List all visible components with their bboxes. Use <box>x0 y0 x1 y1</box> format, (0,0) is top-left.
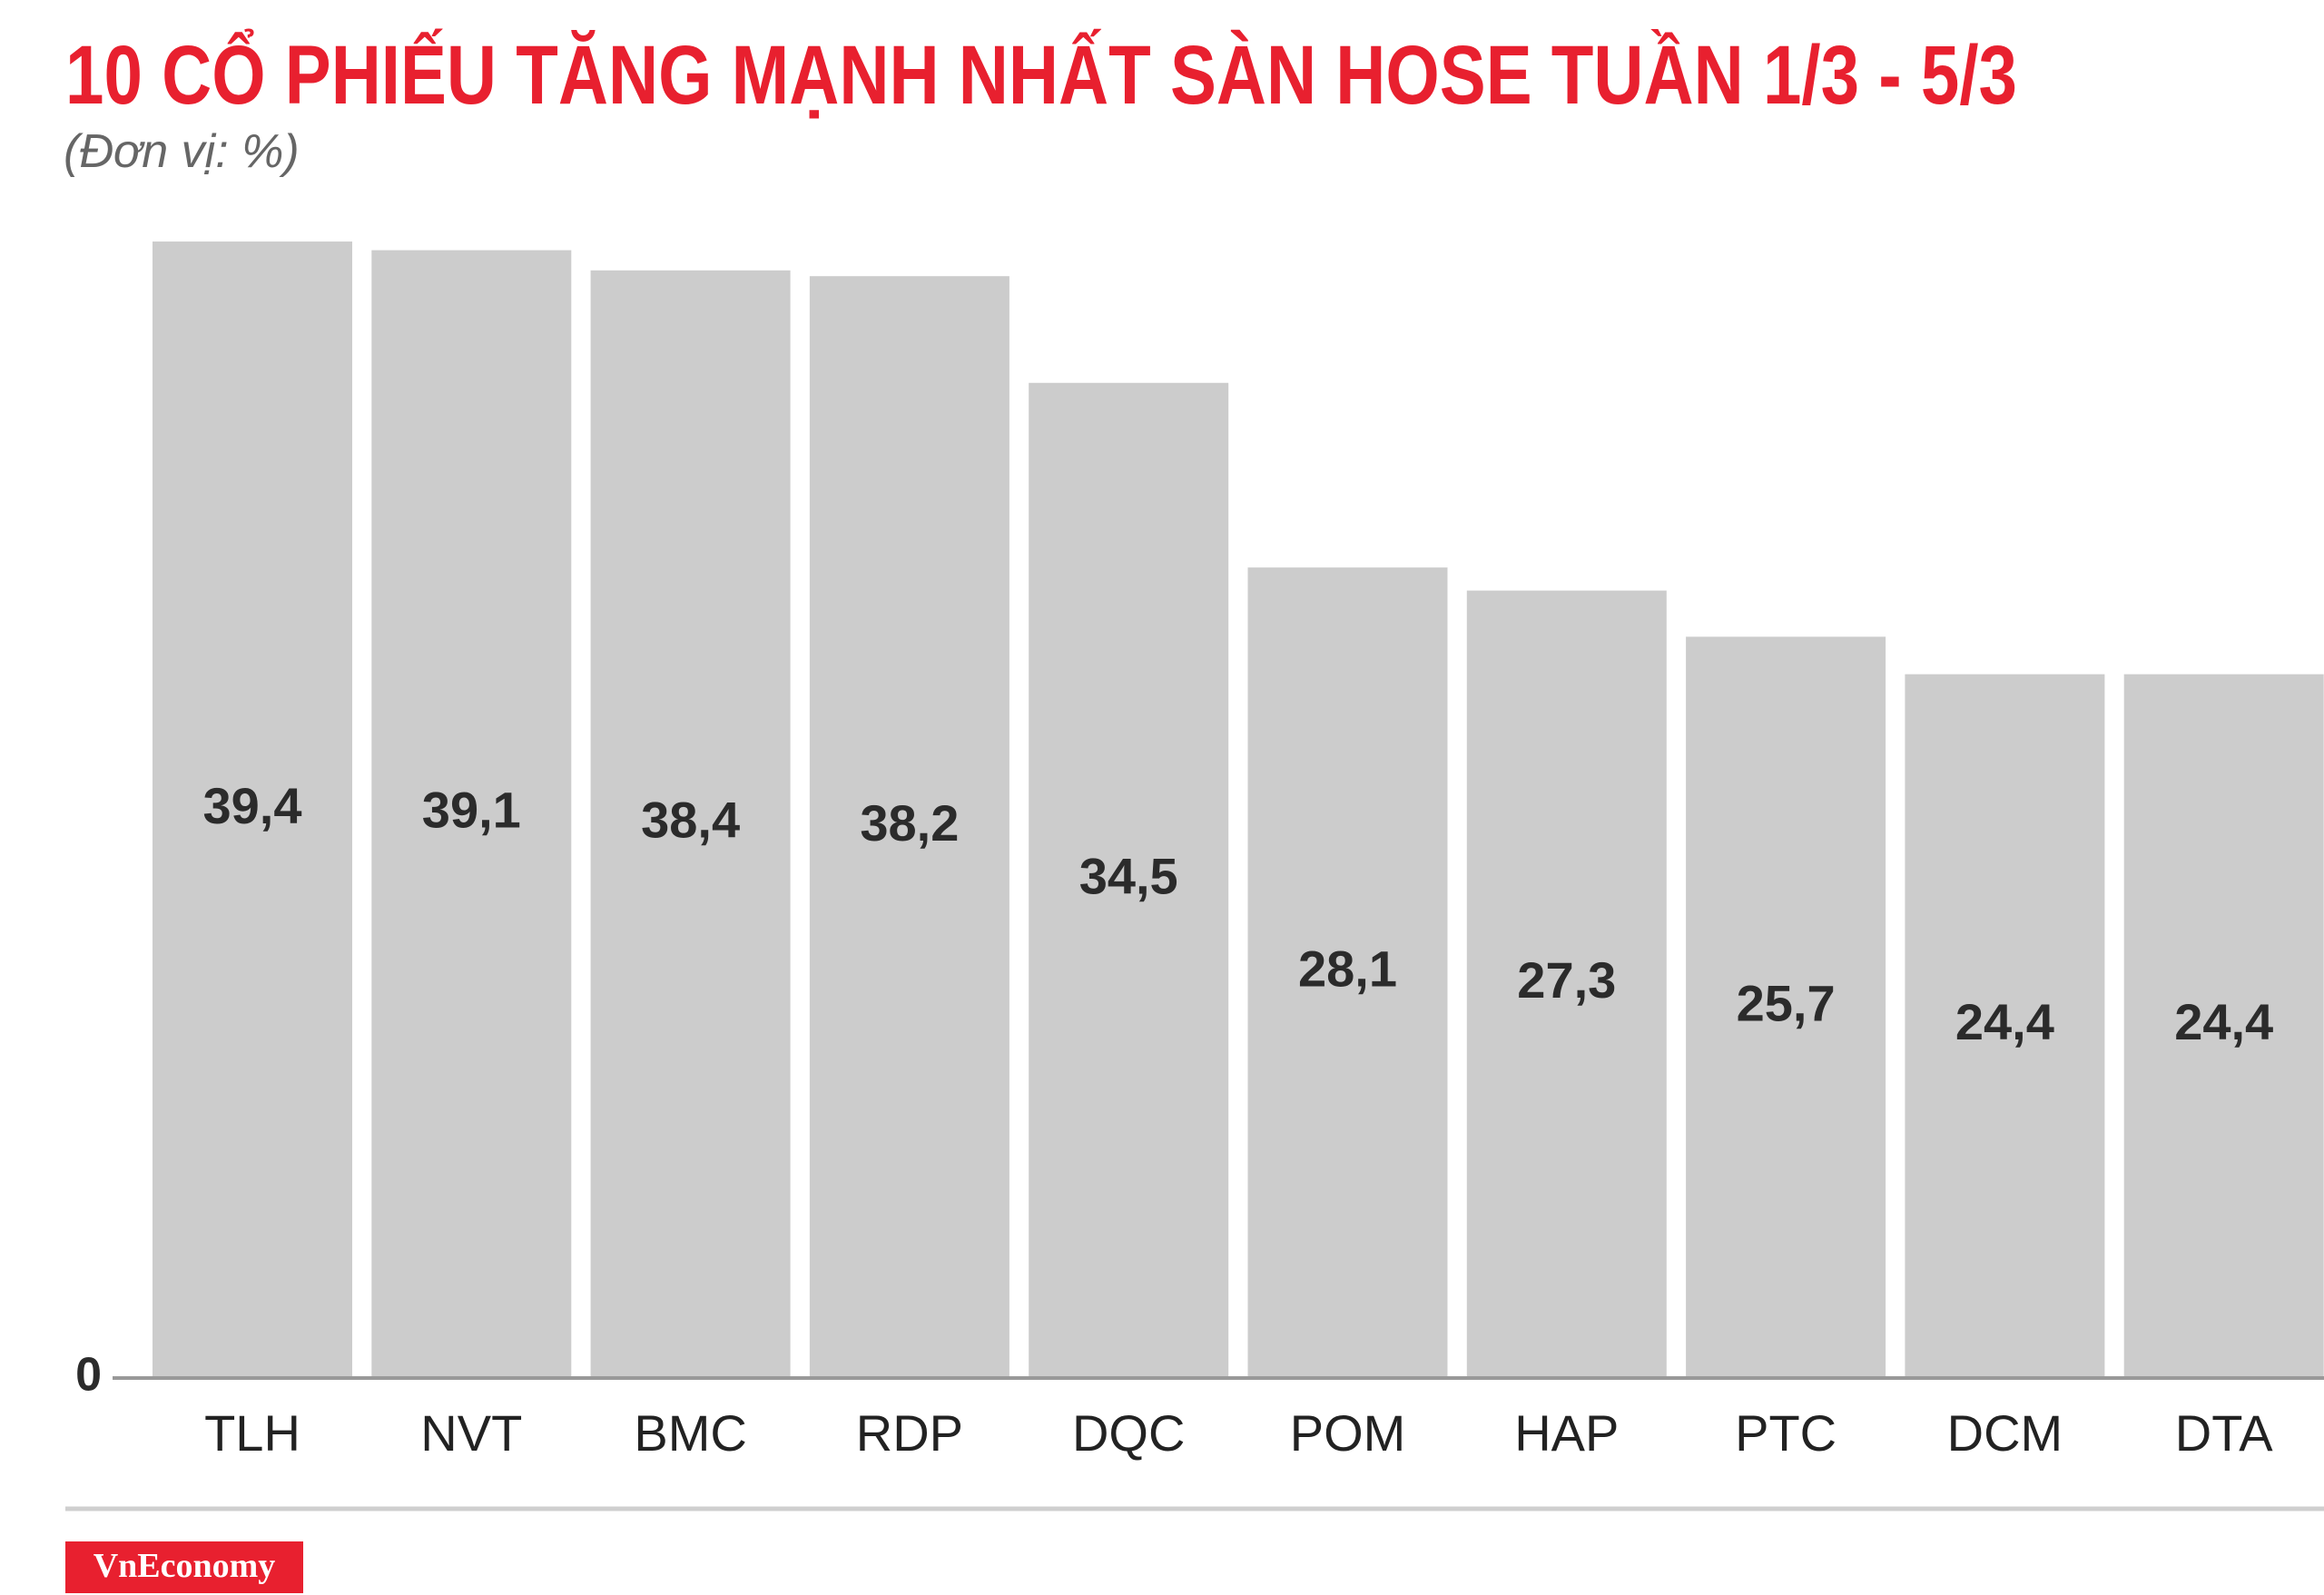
value-label: 25,7 <box>1737 974 1836 1031</box>
bar <box>1247 567 1448 1378</box>
x-tick-label: PTC <box>1735 1404 1837 1462</box>
bar <box>590 270 791 1379</box>
x-tick-label: NVT <box>420 1404 522 1462</box>
y-tick-label: 0 <box>75 1349 102 1402</box>
value-label: 27,3 <box>1517 951 1616 1009</box>
x-tick-label: DCM <box>1947 1404 2063 1462</box>
value-label: 38,2 <box>860 794 959 852</box>
bar <box>1029 382 1229 1379</box>
x-tick-label: DTA <box>2175 1404 2273 1462</box>
x-tick-label: BMC <box>634 1404 746 1462</box>
bar <box>1466 590 1667 1378</box>
value-label: 38,4 <box>641 792 740 849</box>
x-tick-label: DQC <box>1072 1404 1185 1462</box>
value-label: 28,1 <box>1298 940 1397 997</box>
chart-subtitle: (Đơn vị: %) <box>64 125 300 178</box>
x-tick-label: TLH <box>204 1404 300 1462</box>
value-label: 39,4 <box>203 777 302 834</box>
bar <box>153 241 352 1379</box>
value-label: 34,5 <box>1079 848 1178 905</box>
source-badge <box>65 1541 303 1593</box>
bar <box>1686 636 1886 1378</box>
value-label: 24,4 <box>2174 993 2273 1050</box>
value-label: 39,1 <box>422 782 521 839</box>
bar <box>371 250 572 1378</box>
bar <box>2123 674 2324 1378</box>
x-tick-label: RDP <box>856 1404 963 1462</box>
value-label: 24,4 <box>1955 993 2054 1050</box>
bar <box>809 276 1009 1378</box>
bar <box>1905 674 2105 1378</box>
x-tick-label: POM <box>1290 1404 1406 1462</box>
source: VnEconomy <box>94 1547 276 1585</box>
chart-title: 10 CỔ PHIẾU TĂNG MẠNH NHẤT SÀN HOSE TUẦN… <box>65 27 2017 122</box>
x-tick-label: HAP <box>1514 1404 1619 1462</box>
